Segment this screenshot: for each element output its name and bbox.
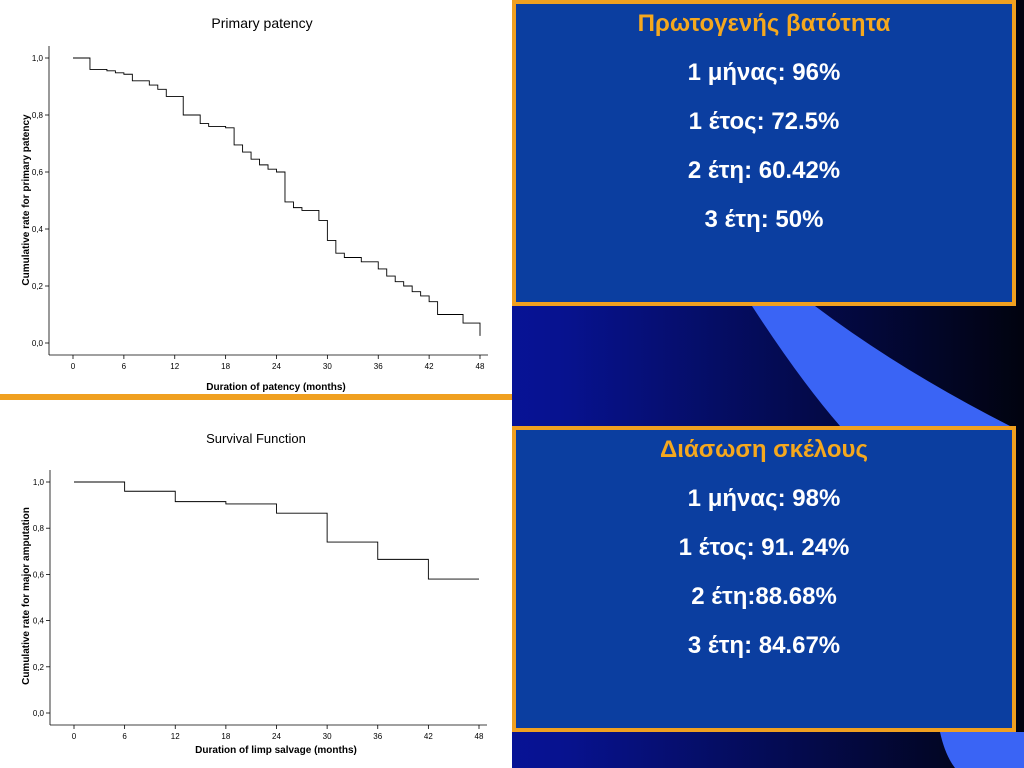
y-tick-label: 0,2 [32, 282, 44, 291]
decorative-swoosh [752, 306, 1010, 426]
x-axis-label: Duration of limp salvage (months) [195, 745, 357, 756]
x-tick-label: 12 [170, 362, 179, 371]
primary-patency-chart: Primary patency 0,0 0,2 0,4 0,6 0,8 1,0 0 6 12 18… [21, 15, 488, 393]
x-tick-label: 0 [71, 362, 76, 371]
x-tick-label: 48 [476, 362, 485, 371]
decorative-swoosh-lower [940, 732, 1024, 768]
x-axis-label: Duration of patency (months) [206, 382, 345, 393]
primary-patency-chart-panel: Primary patency 0,0 0,2 0,4 0,6 0,8 1,0 0 6 12 18… [0, 0, 512, 394]
y-axis-label: Cumulative rate for major amputation [21, 507, 32, 685]
limb-salvage-summary-title: Διάσωση σκέλους [660, 436, 868, 463]
plot-area: 0,0 0,2 0,4 0,6 0,8 1,0 0 6 12 18 24 30 36 42 48 [32, 46, 488, 371]
y-tick-label: 1,0 [32, 54, 44, 63]
x-tick-label: 42 [424, 732, 433, 741]
x-tick-label: 30 [323, 732, 332, 741]
survival-step-line [73, 57, 481, 336]
limb-salvage-3-years: 3 έτη: 84.67% [687, 632, 841, 659]
x-tick-label: 6 [122, 362, 127, 371]
x-tick-label: 42 [425, 362, 434, 371]
patency-summary-box: Πρωτογενής βατότητα 1 μήνας: 96% 1 έτος:… [512, 0, 1016, 306]
x-tick-label: 30 [323, 362, 332, 371]
y-tick-label: 0,8 [32, 111, 44, 120]
x-tick-label: 12 [171, 732, 180, 741]
y-tick-label: 0,0 [33, 709, 45, 718]
y-tick-label: 0,0 [32, 339, 44, 348]
panel-divider [0, 394, 512, 400]
x-tick-label: 36 [373, 732, 382, 741]
patency-summary-title: Πρωτογενής βατότητα [637, 10, 891, 37]
y-tick-label: 1,0 [33, 478, 45, 487]
limb-salvage-summary-box: Διάσωση σκέλους 1 μήνας: 98% 1 έτος: 91.… [512, 426, 1016, 732]
limb-salvage-1-year: 1 έτος: 91. 24% [678, 534, 850, 561]
patency-1-month: 1 μήνας: 96% [687, 59, 841, 86]
limb-salvage-1-month: 1 μήνας: 98% [687, 485, 841, 512]
x-tick-label: 6 [122, 732, 127, 741]
patency-2-years: 2 έτη: 60.42% [687, 157, 841, 184]
limb-salvage-2-years: 2 έτη:88.68% [691, 583, 837, 610]
x-tick-label: 0 [72, 732, 77, 741]
x-tick-label: 18 [221, 732, 230, 741]
limb-salvage-chart-panel: Survival Function 0,0 0,2 0,4 0,6 0,8 1,0 0 6 12… [0, 400, 512, 768]
y-tick-label: 0,6 [33, 570, 45, 579]
patency-3-years: 3 έτη: 50% [704, 206, 824, 233]
y-tick-label: 0,8 [33, 524, 45, 533]
x-tick-label: 24 [272, 732, 281, 741]
chart-title: Primary patency [211, 15, 312, 31]
limb-salvage-chart: Survival Function 0,0 0,2 0,4 0,6 0,8 1,0 0 6 12… [21, 431, 487, 756]
y-tick-label: 0,6 [32, 168, 44, 177]
y-tick-label: 0,4 [32, 225, 44, 234]
patency-1-year: 1 έτος: 72.5% [688, 108, 840, 135]
x-tick-label: 18 [221, 362, 230, 371]
x-tick-label: 36 [374, 362, 383, 371]
y-axis-label: Cumulative rate for primary patency [21, 114, 32, 286]
x-tick-label: 24 [272, 362, 281, 371]
plot-area: 0,0 0,2 0,4 0,6 0,8 1,0 0 6 12 18 24 30 36 42 48 [33, 470, 487, 741]
x-tick-label: 48 [475, 732, 484, 741]
chart-title: Survival Function [206, 431, 306, 446]
y-tick-label: 0,4 [33, 617, 45, 626]
survival-step-line [74, 481, 479, 580]
y-tick-label: 0,2 [33, 663, 45, 672]
